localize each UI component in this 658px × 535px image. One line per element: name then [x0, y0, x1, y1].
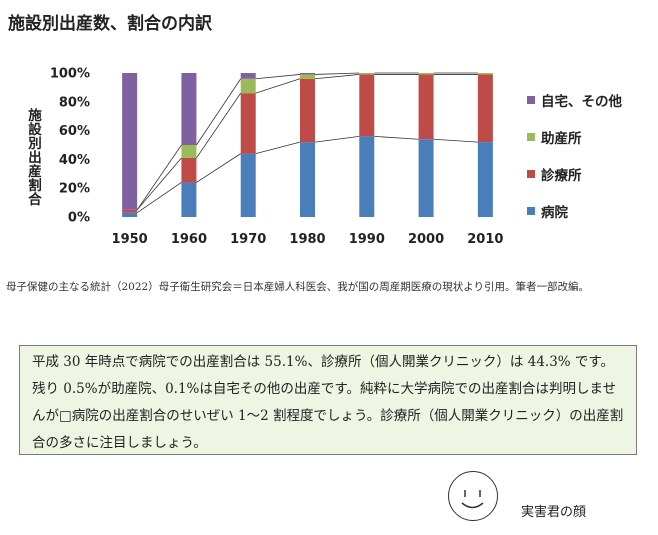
x-tick-label: 1980 — [289, 232, 325, 247]
series-line — [433, 138, 478, 143]
bar-segment — [300, 142, 315, 217]
bar-segment — [181, 73, 197, 145]
source-citation: 母子保健の主なる統計（2022）母子衛生研究会＝日本産婦人科医会、我が国の周産期… — [6, 281, 590, 293]
bar-segment — [418, 139, 434, 217]
bar-segment — [359, 136, 375, 217]
series-line — [196, 92, 242, 159]
bar-segment — [477, 142, 493, 217]
y-tick-label: 20% — [59, 182, 90, 197]
stacked-bar-chart: 0% 20% 40% 60% 80% 100% 1950 1960 1970 1980 1990 2… — [50, 67, 504, 248]
bar-segment — [477, 74, 493, 143]
legend-swatch — [527, 96, 535, 104]
connector-lines — [136, 72, 478, 214]
bar-segment — [359, 73, 375, 75]
x-axis: 1950 1960 1970 1980 1990 2000 2010 — [112, 232, 504, 247]
series-line — [136, 144, 182, 211]
bar-segment — [181, 145, 197, 158]
x-tick-label: 1970 — [230, 232, 266, 247]
bar-segment — [418, 73, 434, 75]
bar-segment — [477, 73, 493, 75]
bar-segment — [240, 153, 256, 217]
series-line — [196, 78, 242, 146]
series-line — [314, 72, 360, 75]
y-axis: 0% 20% 40% 60% 80% 100% — [50, 67, 90, 226]
series-line — [136, 182, 182, 214]
bar-segment — [418, 74, 434, 140]
y-tick-label: 80% — [59, 95, 90, 110]
face-caption: 実害君の顔 — [521, 505, 587, 520]
legend-label: 病院 — [541, 205, 568, 221]
legend-label: 助産所 — [541, 131, 582, 147]
series-line — [314, 74, 360, 80]
series-line — [136, 157, 182, 211]
legend-swatch — [527, 207, 535, 215]
bar-segment — [240, 78, 256, 94]
legend-label: 診療所 — [541, 168, 582, 184]
bar-segment — [240, 73, 256, 79]
legend-label: 自宅、その他 — [541, 94, 622, 110]
bar-segment — [181, 182, 197, 217]
y-axis-title: 施設別出産割合 — [25, 107, 41, 206]
x-tick-label: 1950 — [112, 232, 148, 247]
bar-segment — [181, 157, 197, 183]
y-tick-label: 60% — [59, 124, 90, 139]
series-line — [255, 74, 301, 80]
legend-swatch — [527, 170, 535, 178]
series-line — [374, 135, 419, 140]
bar-segment — [300, 74, 315, 79]
note-box: 平成 30 年時点で病院での出産割合は 55.1%、診療所（個人開業クリニック）… — [19, 345, 637, 455]
bars — [122, 73, 493, 217]
bar-segment — [122, 209, 138, 213]
page-title: 施設別出産数、割合の内訳 — [8, 14, 212, 34]
x-tick-label: 2000 — [408, 232, 444, 247]
bar-segment — [300, 78, 315, 143]
x-tick-label: 2010 — [467, 232, 503, 247]
legend-swatch — [527, 133, 535, 141]
bar-segment — [300, 73, 315, 75]
smiley-face-icon — [448, 471, 498, 521]
y-tick-label: 100% — [50, 67, 90, 82]
bar-segment — [122, 73, 138, 210]
x-tick-label: 1960 — [171, 232, 207, 247]
bar-segment — [122, 212, 138, 217]
series-line — [196, 153, 241, 183]
y-tick-label: 0% — [68, 211, 90, 226]
series-line — [314, 135, 360, 143]
bar-segment — [359, 74, 375, 137]
series-line — [255, 141, 301, 155]
series-line — [255, 78, 301, 94]
y-tick-label: 40% — [59, 153, 90, 168]
bar-segment — [240, 93, 256, 154]
x-tick-label: 1990 — [349, 232, 385, 247]
